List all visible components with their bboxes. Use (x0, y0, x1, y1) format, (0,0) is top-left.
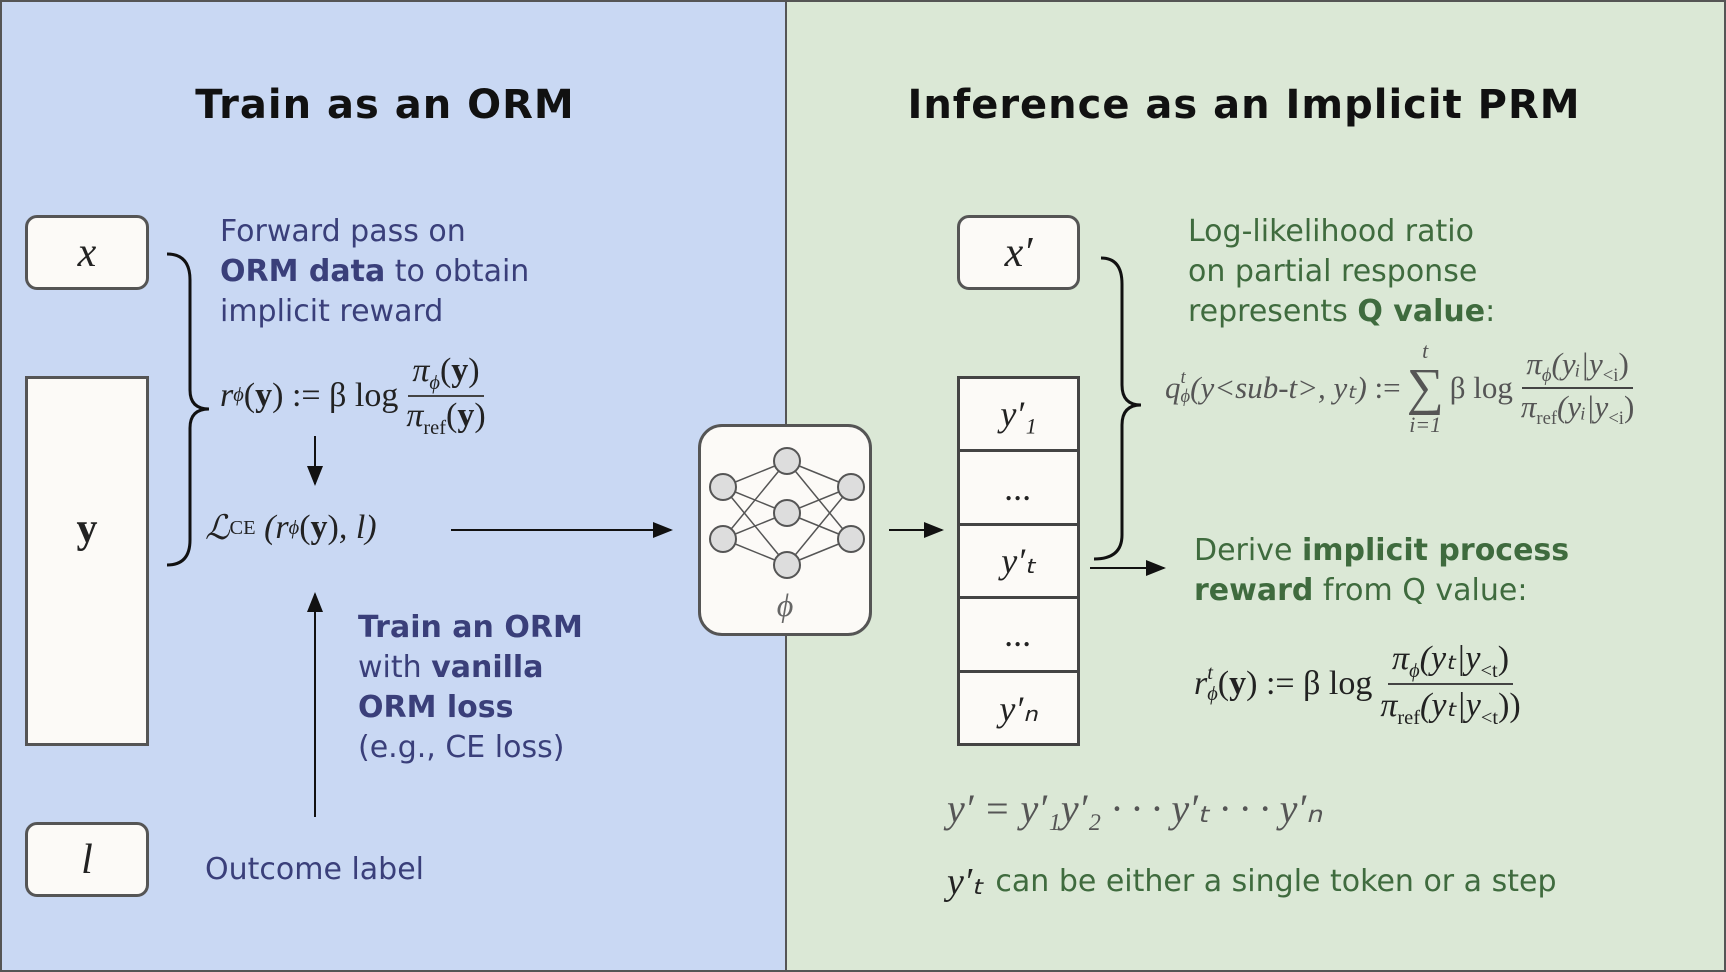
input-x-prime-box: x′ (957, 215, 1080, 290)
right-brace-icon (1093, 256, 1142, 561)
label-l-box: l (25, 822, 149, 897)
neural-network-box: ϕ (698, 424, 872, 636)
neural-network-icon (709, 447, 865, 579)
token-yt: y′ₜ (960, 526, 1077, 600)
train-orm-text: Train an ORM with vanilla ORM loss (e.g.… (358, 610, 583, 765)
input-x-box: x (25, 215, 149, 290)
process-reward-formula: r t ϕ(y) := β log πϕ(yₜ|y<t) πref(yₜ|y<t)) (1194, 640, 1521, 729)
inference-panel (785, 0, 1726, 972)
inference-title: Inference as an Implicit PRM (907, 82, 1581, 128)
outcome-label-text: Outcome label (205, 852, 425, 887)
q-value-formula: q t ϕ (y<sub-t>, yₜ) := t ∑ i=1 β log πϕ(yᵢ|y… (1165, 338, 1635, 437)
yt-symbol: y′ₜ (947, 861, 984, 903)
token-y1: y′₁ (960, 379, 1077, 453)
token-ellipsis: ... (960, 599, 1077, 673)
token-ellipsis: ... (960, 452, 1077, 526)
q-formula-args: (y<sub-t>, yₜ) (1190, 370, 1367, 405)
forward-pass-text: Forward pass on ORM data to obtain impli… (220, 214, 530, 329)
phi-symbol: ϕ (776, 587, 794, 623)
ce-loss-formula: ℒ CE (r ϕ(y), l) (205, 509, 377, 547)
implicit-reward-formula: r ϕ(y) := β log πϕ(y) πref(y) (220, 352, 486, 439)
left-brace-icon (166, 252, 210, 567)
token-note: y′ₜ can be either a single token or a st… (947, 861, 1557, 903)
token-yn: y′ₙ (999, 689, 1038, 730)
response-y-box: y (25, 376, 149, 746)
derive-reward-text: Derive implicit process reward from Q va… (1194, 533, 1570, 608)
sequence-formula: y′ = y′₁y′₂ · · · y′ₜ · · · y′ₙ (947, 786, 1323, 831)
train-title: Train as an ORM (195, 82, 575, 128)
log-likelihood-text: Log-likelihood ratio on partial response… (1188, 214, 1496, 329)
token-stack: y′₁ ... y′ₜ ... y′ₙ (957, 376, 1080, 746)
